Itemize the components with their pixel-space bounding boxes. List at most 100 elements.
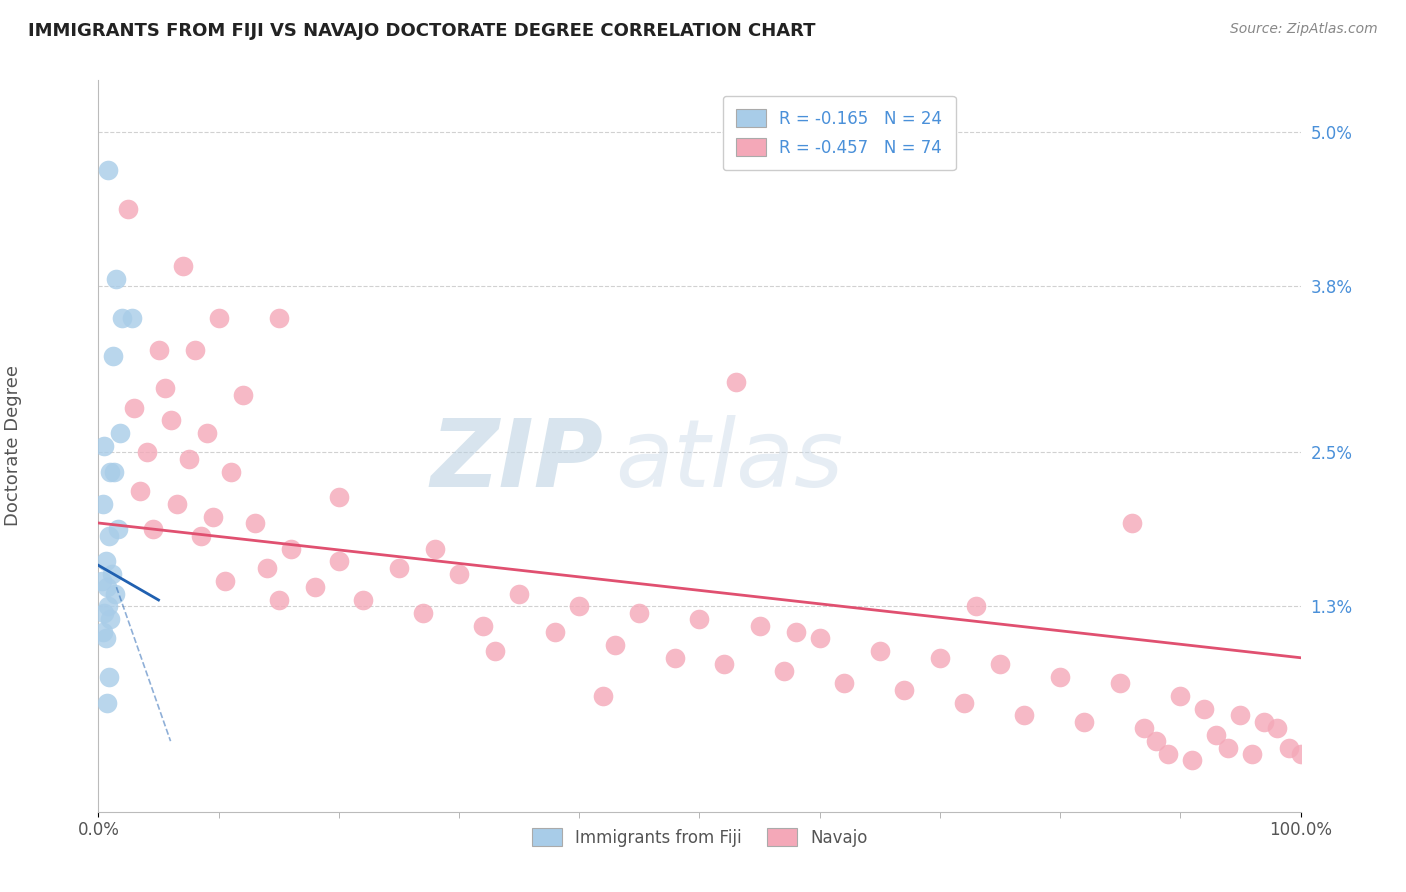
Point: [267, 310, 290, 325]
Point: [713, 657, 735, 672]
Point: [1157, 747, 1180, 761]
Point: [1121, 516, 1143, 530]
Point: [195, 426, 218, 441]
Point: [1253, 714, 1275, 729]
Point: [1170, 690, 1192, 704]
Point: [772, 664, 794, 678]
Text: IMMIGRANTS FROM FIJI VS NAVAJO DOCTORATE DEGREE CORRELATION CHART: IMMIGRANTS FROM FIJI VS NAVAJO DOCTORATE…: [28, 22, 815, 40]
Point: [748, 618, 770, 632]
Point: [664, 650, 686, 665]
Point: [808, 632, 831, 646]
Point: [592, 690, 614, 704]
Point: [129, 483, 152, 498]
Point: [965, 599, 987, 614]
Point: [256, 561, 278, 575]
Point: [988, 657, 1011, 672]
Point: [1049, 670, 1071, 684]
Point: [1265, 721, 1288, 735]
Point: [121, 310, 143, 325]
Point: [568, 599, 591, 614]
Point: [1218, 740, 1240, 755]
Point: [243, 516, 266, 530]
Point: [423, 541, 446, 556]
Point: [605, 638, 627, 652]
Point: [117, 202, 139, 216]
Point: [201, 509, 224, 524]
Point: [388, 561, 411, 575]
Point: [1229, 708, 1251, 723]
Point: [869, 644, 891, 658]
Point: [101, 349, 124, 363]
Point: [893, 682, 915, 697]
Point: [100, 567, 122, 582]
Point: [953, 696, 976, 710]
Point: [1144, 734, 1167, 748]
Point: [105, 272, 128, 286]
Point: [96, 696, 118, 710]
Point: [159, 413, 181, 427]
Point: [1073, 714, 1095, 729]
Legend: Immigrants from Fiji, Navajo: Immigrants from Fiji, Navajo: [520, 816, 879, 858]
Point: [97, 163, 120, 178]
Y-axis label: Doctorate Degree: Doctorate Degree: [4, 366, 22, 526]
Point: [108, 426, 131, 441]
Point: [508, 586, 530, 600]
Point: [166, 497, 188, 511]
Point: [1109, 676, 1132, 690]
Point: [98, 529, 121, 543]
Point: [190, 529, 212, 543]
Point: [214, 574, 236, 588]
Point: [153, 381, 176, 395]
Point: [98, 670, 121, 684]
Point: [94, 632, 117, 646]
Point: [628, 606, 651, 620]
Point: [148, 343, 170, 357]
Point: [785, 625, 807, 640]
Point: [688, 612, 710, 626]
Point: [1277, 740, 1299, 755]
Point: [1241, 747, 1264, 761]
Point: [93, 439, 115, 453]
Point: [447, 567, 470, 582]
Point: [172, 260, 194, 274]
Point: [232, 387, 254, 401]
Point: [280, 541, 302, 556]
Point: [124, 401, 146, 415]
Text: atlas: atlas: [616, 415, 844, 506]
Point: [267, 593, 290, 607]
Point: [544, 625, 567, 640]
Point: [928, 650, 950, 665]
Text: ZIP: ZIP: [430, 415, 603, 507]
Point: [208, 310, 231, 325]
Point: [183, 343, 205, 357]
Point: [100, 612, 122, 626]
Point: [111, 310, 134, 325]
Point: [93, 606, 115, 620]
Point: [91, 497, 114, 511]
Point: [103, 465, 125, 479]
Point: [100, 465, 122, 479]
Point: [177, 451, 200, 466]
Point: [1012, 708, 1035, 723]
Point: [91, 574, 114, 588]
Point: [472, 618, 495, 632]
Point: [1194, 702, 1216, 716]
Point: [97, 599, 120, 614]
Point: [328, 491, 350, 505]
Point: [96, 580, 118, 594]
Point: [832, 676, 855, 690]
Point: [1205, 728, 1227, 742]
Point: [412, 606, 434, 620]
Point: [724, 375, 747, 389]
Point: [1181, 753, 1204, 767]
Point: [94, 554, 117, 568]
Point: [219, 465, 242, 479]
Point: [107, 523, 129, 537]
Point: [135, 445, 157, 459]
Point: [91, 625, 114, 640]
Point: [484, 644, 506, 658]
Point: [352, 593, 374, 607]
Point: [1289, 747, 1312, 761]
Point: [304, 580, 326, 594]
Point: [328, 554, 350, 568]
